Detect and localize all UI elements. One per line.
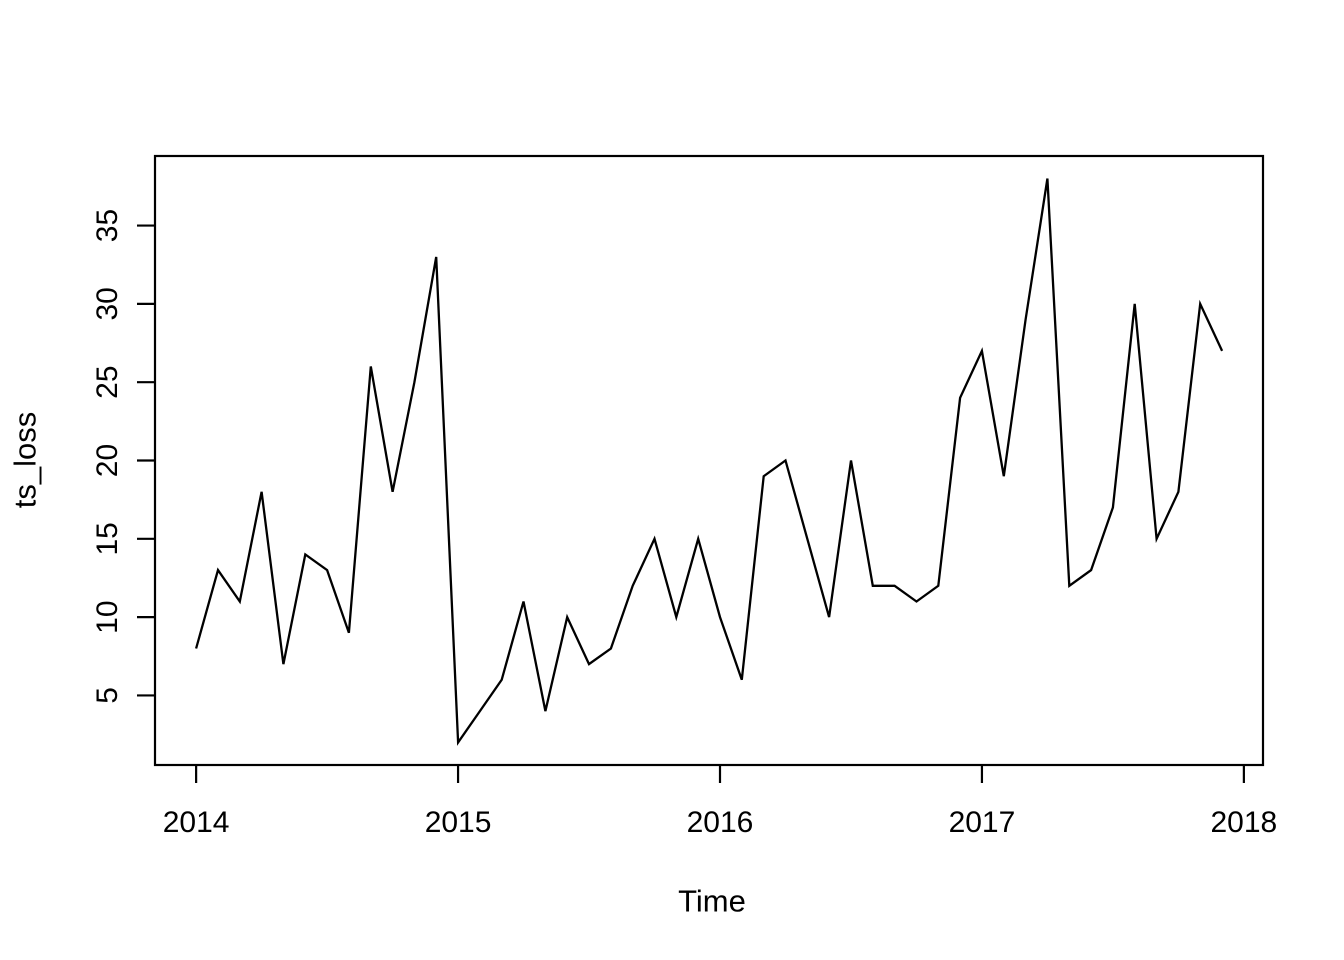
y-axis-title: ts_loss bbox=[7, 411, 43, 509]
series-group bbox=[194, 178, 1224, 746]
plot-box-group bbox=[153, 154, 1265, 767]
plot-box bbox=[153, 154, 1265, 767]
y-axis-group: 5 10 15 20 25 30 35 bbox=[91, 209, 155, 704]
time-series-line bbox=[194, 178, 1224, 746]
y-tick-label: 10 bbox=[91, 600, 124, 633]
y-tick-label: 20 bbox=[91, 444, 124, 477]
y-tick-label: 35 bbox=[91, 209, 124, 242]
x-axis-title: Time bbox=[678, 883, 746, 919]
x-axis-group: 2014 2015 2016 2017 2018 bbox=[163, 765, 1278, 839]
x-tick-label: 2014 bbox=[163, 806, 230, 839]
y-tick-label: 5 bbox=[91, 687, 124, 704]
x-tick-label: 2015 bbox=[425, 806, 492, 839]
x-tick-label: 2018 bbox=[1211, 806, 1278, 839]
y-tick-label: 15 bbox=[91, 522, 124, 555]
y-tick-label: 30 bbox=[91, 287, 124, 320]
y-tick-label: 25 bbox=[91, 365, 124, 398]
x-tick-label: 2017 bbox=[949, 806, 1016, 839]
x-tick-label: 2016 bbox=[687, 806, 754, 839]
